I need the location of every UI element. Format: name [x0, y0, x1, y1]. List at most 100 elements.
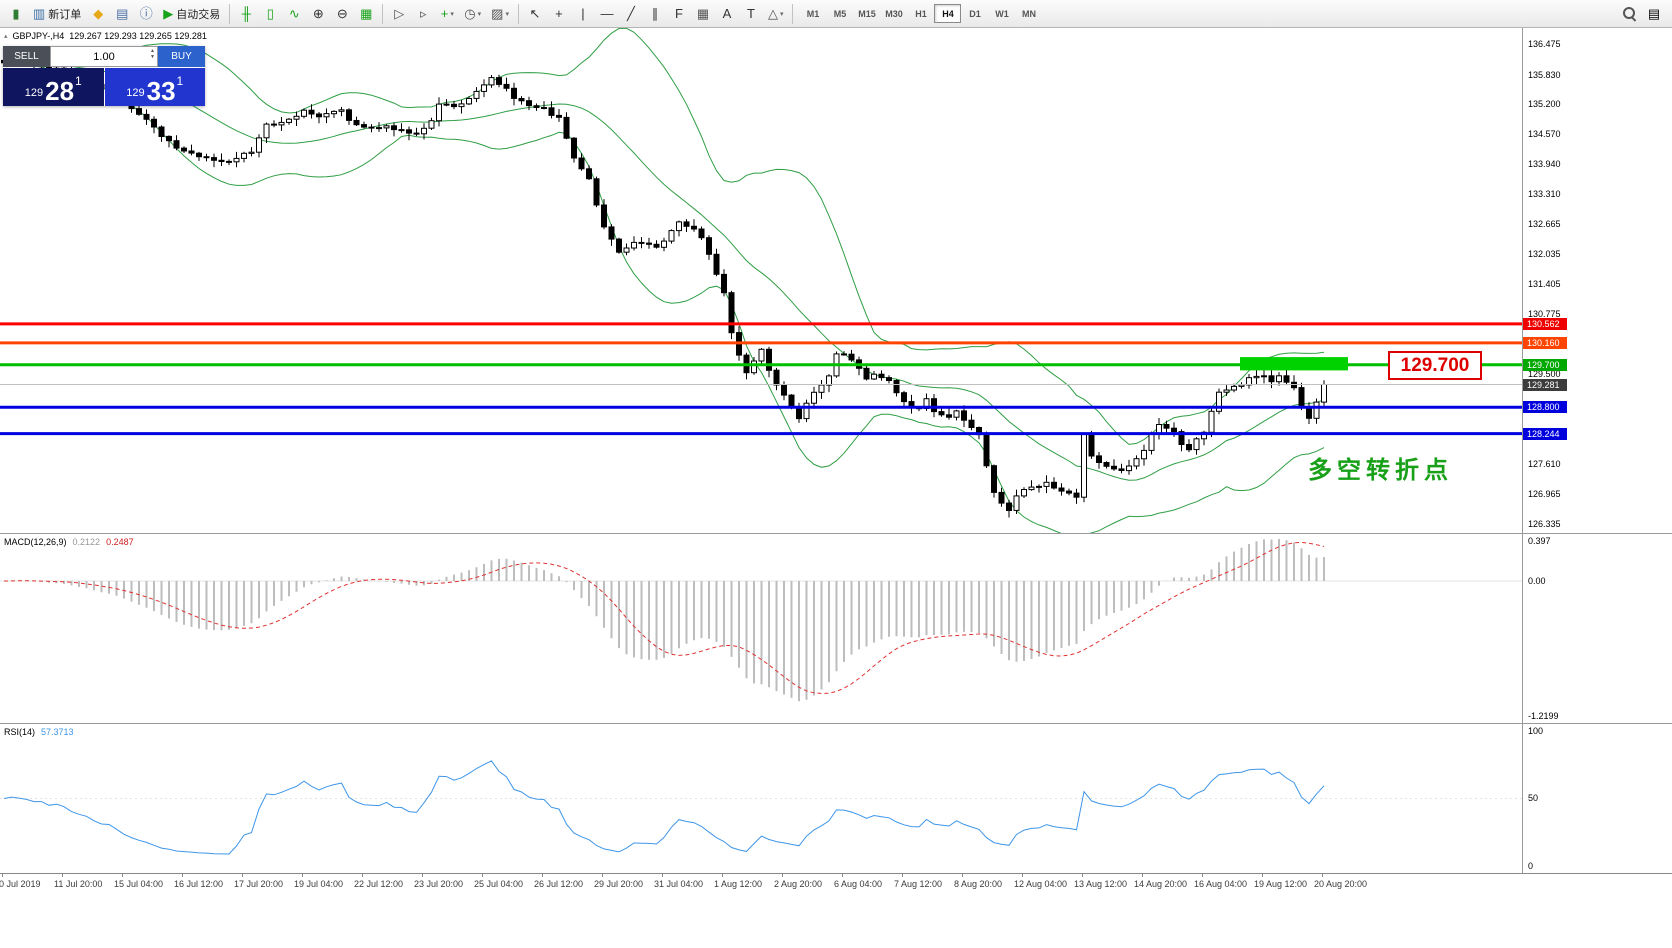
- spinner-down-icon[interactable]: ▼: [150, 54, 155, 60]
- timeframe-h4[interactable]: H4: [934, 4, 962, 23]
- templates-button[interactable]: ▨ ▾: [487, 3, 513, 25]
- dropdown-caret-icon[interactable]: ▾: [505, 10, 509, 18]
- periods-button[interactable]: ◷ ▾: [460, 3, 485, 25]
- price-scale-label: 126.965: [1528, 489, 1561, 499]
- price-scale-label: 127.610: [1528, 459, 1561, 469]
- dropdown-caret-icon[interactable]: ▾: [450, 10, 454, 18]
- time-axis-label: 16 Aug 04:00: [1194, 879, 1248, 889]
- label-icon[interactable]: T: [740, 3, 762, 25]
- timeframe-m15[interactable]: M15: [858, 8, 876, 19]
- cursor-icon[interactable]: ↖: [524, 3, 546, 25]
- text-icon[interactable]: A: [716, 3, 738, 25]
- ohlc-toggle-icon[interactable]: ▴: [4, 33, 8, 40]
- arrows-icon-glyph: △: [767, 6, 778, 21]
- arrows-icon[interactable]: △ ▾: [764, 3, 788, 25]
- time-axis-tick: [842, 874, 843, 877]
- price-scale-divider: [1522, 28, 1523, 873]
- volume-value: 1.00: [93, 50, 115, 63]
- current-price-tag: 129.281: [1523, 379, 1567, 391]
- volume-input[interactable]: 1.00 ▲ ▼: [50, 46, 158, 67]
- time-axis-label: 2 Aug 20:00: [774, 879, 823, 889]
- info-icon[interactable]: ⓘ: [135, 3, 157, 25]
- candlestick-chart-icon[interactable]: ▯: [259, 3, 281, 25]
- time-axis-tick: [482, 874, 483, 877]
- line-chart-icon[interactable]: ∿: [283, 3, 305, 25]
- rsi-panel-divider[interactable]: [0, 723, 1672, 724]
- sell-button[interactable]: SELL: [3, 46, 50, 67]
- sell-price-point: 1: [75, 74, 82, 88]
- grid-icon-glyph: ▦: [696, 6, 710, 21]
- time-axis-label: 8 Aug 20:00: [954, 879, 1003, 889]
- timeframe-m5[interactable]: M5: [833, 8, 847, 19]
- toolbar: ▮ ▥ 新订单 ◆ ▤ ⓘ ▶ 自动交易 ╫ ▯ ∿ ⊕ ⊖ ▦ ▷ ▹ + ▾ ◷ ▾ ▨ ▾ ↖ + | — ╱ ∥ F ▦ A T △ ▾ M…: [0, 0, 1672, 28]
- macd-histogram: [10, 539, 1325, 702]
- rsi-line: [3, 760, 1325, 855]
- time-axis-tick: [722, 874, 723, 877]
- auto-scroll-icon[interactable]: ▷: [388, 3, 410, 25]
- zoom-in-icon[interactable]: ⊕: [307, 3, 329, 25]
- search-button[interactable]: [1618, 2, 1641, 24]
- price-tag-128.244: 128.244: [1523, 428, 1567, 440]
- vertical-line-icon[interactable]: |: [572, 3, 594, 25]
- buy-price-pips: 33: [146, 76, 176, 106]
- buy-button[interactable]: BUY: [158, 46, 205, 67]
- timeframe-mn[interactable]: MN: [1021, 8, 1036, 19]
- time-axis-label: 19 Aug 12:00: [1254, 879, 1308, 889]
- alert-icon[interactable]: ◆: [87, 3, 109, 25]
- print-icon[interactable]: ▤: [111, 3, 133, 25]
- channel-icon[interactable]: ∥: [644, 3, 666, 25]
- volume-spinner[interactable]: ▲ ▼: [150, 48, 155, 60]
- time-axis-label: 19 Jul 04:00: [294, 879, 344, 889]
- time-axis[interactable]: 10 Jul 2019 11 Jul 20:00 15 Jul 04:00 16 Ju…: [0, 873, 1672, 893]
- buy-price-point: 1: [176, 74, 184, 88]
- time-axis-label: 22 Jul 12:00: [354, 879, 404, 889]
- macd-panel-divider[interactable]: [0, 533, 1672, 534]
- time-axis-label: 1 Aug 12:00: [714, 879, 763, 889]
- time-axis-tick: [362, 874, 363, 877]
- timeframe-m30[interactable]: M30: [885, 8, 903, 19]
- time-axis-label: 10 Jul 2019: [0, 879, 41, 889]
- time-axis-label: 26 Jul 12:00: [534, 879, 584, 889]
- time-axis-tick: [1322, 874, 1323, 877]
- autotrading-button[interactable]: ▶ 自动交易: [159, 3, 224, 25]
- main-chart-canvas[interactable]: [0, 28, 1522, 533]
- fibonacci-icon[interactable]: F: [668, 3, 690, 25]
- buy-price-display[interactable]: 129 33 1: [104, 68, 205, 106]
- crosshair-icon-glyph: +: [555, 6, 563, 21]
- macd-panel-canvas[interactable]: [0, 533, 1522, 723]
- bollinger-middle-band: [3, 61, 1325, 481]
- time-axis-tick: [242, 874, 243, 877]
- bollinger-upper-band: [3, 28, 1325, 445]
- time-axis-tick: [1022, 874, 1023, 877]
- time-axis-label: 11 Jul 20:00: [54, 879, 103, 889]
- timeframe-d1[interactable]: D1: [969, 8, 981, 19]
- grid-icon[interactable]: ▦: [692, 3, 714, 25]
- new-order-button[interactable]: ▥ 新订单: [29, 3, 85, 25]
- time-axis-label: 17 Jul 20:00: [234, 879, 284, 889]
- rsi-panel-canvas[interactable]: [0, 723, 1522, 873]
- new-chart-icon[interactable]: ▮: [5, 3, 27, 25]
- crosshair-icon[interactable]: +: [548, 3, 570, 25]
- timeframe-m1[interactable]: M1: [806, 8, 820, 19]
- quick-panel-button[interactable]: ▤: [1643, 2, 1665, 24]
- dropdown-caret-icon[interactable]: ▾: [779, 10, 784, 18]
- spinner-up-icon[interactable]: ▲: [150, 48, 155, 54]
- indicators-button[interactable]: + ▾: [436, 3, 458, 25]
- bar-chart-icon[interactable]: ╫: [235, 3, 257, 25]
- time-axis-label: 13 Aug 12:00: [1074, 879, 1128, 889]
- price-scale-label: 126.335: [1528, 519, 1561, 529]
- dropdown-caret-icon[interactable]: ▾: [477, 10, 482, 18]
- horizontal-line-icon[interactable]: —: [596, 3, 618, 25]
- turning-point-annotation: 多空转折点: [1308, 457, 1453, 484]
- highlight-rect[interactable]: [1240, 357, 1348, 371]
- time-axis-tick: [422, 874, 423, 877]
- tile-windows-icon[interactable]: ▦: [355, 3, 377, 25]
- timeframe-h1[interactable]: H1: [915, 8, 927, 19]
- chart-shift-icon[interactable]: ▹: [412, 3, 434, 25]
- timeframe-w1[interactable]: W1: [995, 8, 1009, 19]
- time-axis-tick: [602, 874, 603, 877]
- sell-price-display[interactable]: 129 28 1: [3, 68, 104, 106]
- zoom-out-icon[interactable]: ⊖: [331, 3, 353, 25]
- price-scale[interactable]: 136.475 135.830 135.200 134.570 133.940 133.3…: [1523, 28, 1671, 873]
- trendline-icon[interactable]: ╱: [620, 3, 642, 25]
